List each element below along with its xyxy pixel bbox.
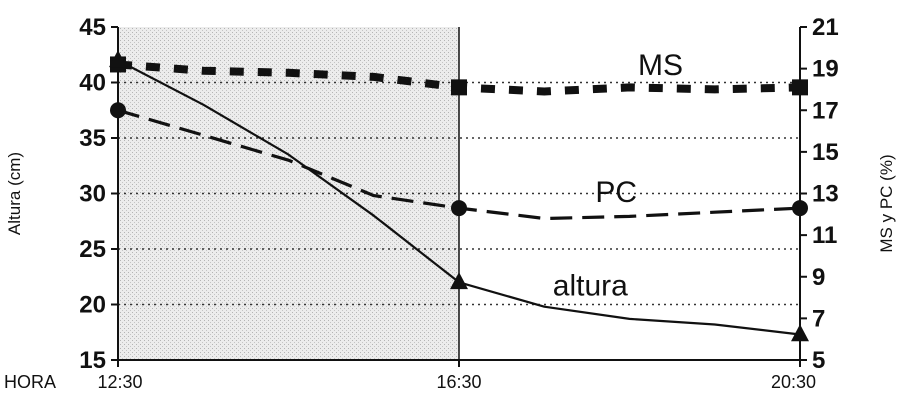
x-tick-label: 16:30: [436, 372, 481, 392]
marker-pc-2: [792, 200, 808, 217]
y-left-tick-label: 30: [79, 181, 106, 208]
y-right-tick-label: 5: [812, 347, 825, 374]
series-layer: [109, 50, 809, 342]
x-axis-title: HORA: [4, 372, 56, 392]
y-left-tick-label: 15: [79, 347, 106, 374]
marker-ms-2: [792, 79, 808, 96]
y-left-tick-label: 25: [79, 236, 106, 263]
y-right-tick-label: 7: [812, 305, 825, 332]
marker-pc-0: [110, 102, 126, 119]
y-right-tick-label: 15: [812, 139, 839, 166]
series-label-ms: MS: [638, 49, 683, 82]
marker-altura-2: [791, 324, 809, 342]
series-label-altura: altura: [553, 270, 628, 303]
y-axis-right-title: MS y PC (%): [877, 154, 896, 252]
y-axis-left-title: Altura (cm): [5, 152, 24, 235]
marker-altura-1: [450, 272, 468, 290]
y-right-tick-label: 21: [812, 14, 839, 41]
x-tick-label: 12:30: [97, 372, 142, 392]
marker-ms-1: [451, 79, 467, 96]
y-right-tick-label: 17: [812, 97, 839, 124]
y-right-tick-label: 13: [812, 181, 839, 208]
y-left-tick-label: 20: [79, 292, 106, 319]
y-right-tick-label: 19: [812, 56, 839, 83]
y-right-tick-label: 9: [812, 264, 825, 291]
y-left-tick-label: 45: [79, 14, 106, 41]
marker-pc-1: [451, 200, 467, 217]
y-left-tick-label: 40: [79, 70, 106, 97]
marker-altura-0: [109, 50, 127, 68]
series-label-pc: PC: [595, 176, 637, 209]
x-tick-label: 20:30: [771, 372, 816, 392]
y-right-tick-label: 11: [812, 222, 837, 249]
y-left-tick-label: 35: [79, 125, 106, 152]
